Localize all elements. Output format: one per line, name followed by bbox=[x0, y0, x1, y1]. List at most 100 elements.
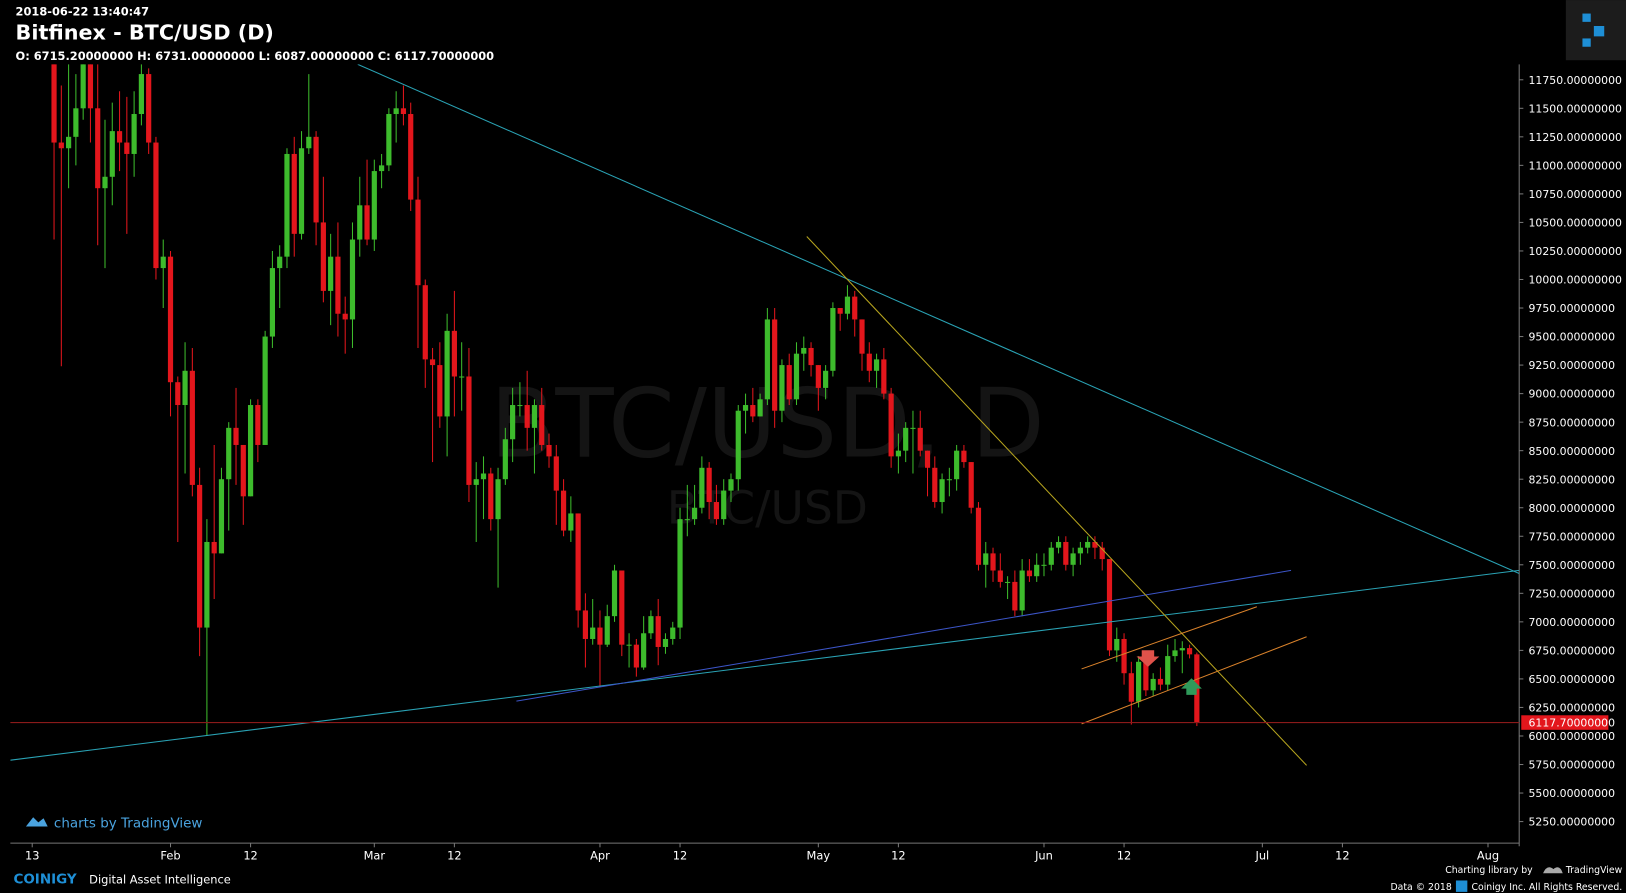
candle-body bbox=[968, 462, 974, 508]
candle-body bbox=[1157, 678, 1164, 685]
candle-body bbox=[815, 365, 821, 388]
candle-body bbox=[575, 513, 581, 611]
candle-body bbox=[451, 330, 457, 377]
candle-body bbox=[328, 256, 334, 291]
x-tick-label: Feb bbox=[160, 849, 180, 863]
brand: COINIGY bbox=[13, 872, 76, 888]
candle-body bbox=[648, 616, 654, 634]
x-tick-label: 12 bbox=[1117, 849, 1132, 863]
candle-body bbox=[400, 108, 407, 115]
y-tick-label: 9750.00000000 bbox=[1529, 302, 1616, 315]
candle-body bbox=[866, 353, 872, 371]
candle-body bbox=[742, 405, 749, 411]
y-tick-label: 8500.00000000 bbox=[1529, 445, 1616, 458]
candle-body bbox=[604, 616, 610, 645]
candle-body bbox=[510, 405, 516, 440]
candle-body bbox=[895, 450, 901, 457]
candle-body bbox=[1041, 564, 1047, 566]
candle-body bbox=[597, 627, 603, 645]
candle-body bbox=[131, 114, 137, 154]
ohlc-readout: O: 6715.20000000 H: 6731.00000000 L: 608… bbox=[16, 49, 495, 63]
overlay: 6117.70000000 bbox=[10, 715, 1615, 730]
candle-body bbox=[379, 165, 385, 172]
candle-body bbox=[320, 222, 326, 291]
x-tick-label: 12 bbox=[1335, 849, 1350, 863]
candle-body bbox=[429, 359, 436, 366]
candle-body bbox=[1150, 678, 1156, 691]
y-tick-label: 6250.00000000 bbox=[1529, 702, 1616, 715]
candle-body bbox=[175, 382, 181, 406]
candle-body bbox=[80, 64, 86, 109]
trendline bbox=[10, 569, 1520, 761]
candle-body bbox=[1179, 648, 1185, 651]
candle-body bbox=[757, 399, 763, 417]
candle-body bbox=[721, 490, 727, 520]
y-tick-label: 5500.00000000 bbox=[1529, 787, 1616, 800]
candle-body bbox=[924, 450, 931, 468]
candle-body bbox=[240, 444, 246, 497]
candle-body bbox=[1172, 650, 1178, 657]
candle-body bbox=[95, 108, 101, 189]
candle-body bbox=[437, 365, 443, 417]
candle-body bbox=[51, 64, 57, 143]
candle-body bbox=[881, 359, 887, 394]
candle-body bbox=[364, 205, 370, 240]
y-tick-label: 11750.00000000 bbox=[1529, 74, 1622, 87]
candle-body bbox=[1165, 656, 1171, 685]
candle-body bbox=[1055, 541, 1062, 548]
candle-body bbox=[939, 479, 945, 503]
candle-body bbox=[502, 439, 508, 480]
candle-body bbox=[699, 467, 705, 508]
y-tick-label: 9000.00000000 bbox=[1529, 388, 1616, 401]
candle-body bbox=[87, 64, 94, 109]
candle-body bbox=[1186, 648, 1193, 655]
title: Bitfinex - BTC/USD (D) bbox=[16, 20, 274, 44]
candle-body bbox=[1048, 547, 1054, 565]
candle-body bbox=[539, 405, 545, 445]
candle-body bbox=[422, 285, 428, 360]
candle-body bbox=[153, 142, 159, 269]
candle-body bbox=[692, 507, 698, 520]
candle-body bbox=[415, 199, 421, 286]
candle-body bbox=[167, 256, 174, 383]
candle-body bbox=[917, 427, 923, 451]
y-tick-label: 11000.00000000 bbox=[1529, 160, 1622, 173]
timestamp: 2018-06-22 13:40:47 bbox=[16, 5, 150, 19]
candle-body bbox=[531, 405, 538, 428]
tv-icon bbox=[25, 817, 48, 827]
candle-body bbox=[1085, 541, 1091, 548]
candle-body bbox=[124, 142, 130, 154]
buy-arrow bbox=[1181, 678, 1202, 695]
candle-body bbox=[633, 644, 639, 668]
candle-body bbox=[371, 171, 377, 240]
candle-body bbox=[830, 308, 836, 371]
candle-body bbox=[997, 570, 1003, 582]
candle-body bbox=[226, 427, 232, 480]
candle-body bbox=[233, 427, 239, 445]
candle-body bbox=[1034, 564, 1040, 577]
candle-body bbox=[553, 456, 559, 491]
candle-body bbox=[218, 479, 225, 554]
candle-body bbox=[801, 347, 807, 354]
candle-body bbox=[793, 353, 800, 400]
y-tick-label: 8250.00000000 bbox=[1529, 473, 1616, 486]
y-tick-label: 8750.00000000 bbox=[1529, 416, 1616, 429]
y-tick-label: 10250.00000000 bbox=[1529, 245, 1622, 258]
candle-body bbox=[1063, 541, 1069, 565]
candle-body bbox=[903, 427, 909, 451]
candle-body bbox=[204, 541, 210, 628]
y-tick-label: 7500.00000000 bbox=[1529, 559, 1616, 572]
candle-body bbox=[1136, 661, 1142, 702]
candle-body bbox=[779, 365, 785, 411]
x-tick-label: 12 bbox=[243, 849, 258, 863]
candle-body bbox=[859, 319, 865, 354]
candle-body bbox=[677, 519, 683, 628]
candle-body bbox=[990, 553, 996, 571]
y-tick-label: 6500.00000000 bbox=[1529, 673, 1616, 686]
candle-body bbox=[983, 553, 989, 565]
candle-body bbox=[408, 114, 414, 200]
candle-body bbox=[66, 136, 72, 149]
logo-square bbox=[1593, 26, 1605, 37]
candle-body bbox=[1077, 547, 1083, 554]
